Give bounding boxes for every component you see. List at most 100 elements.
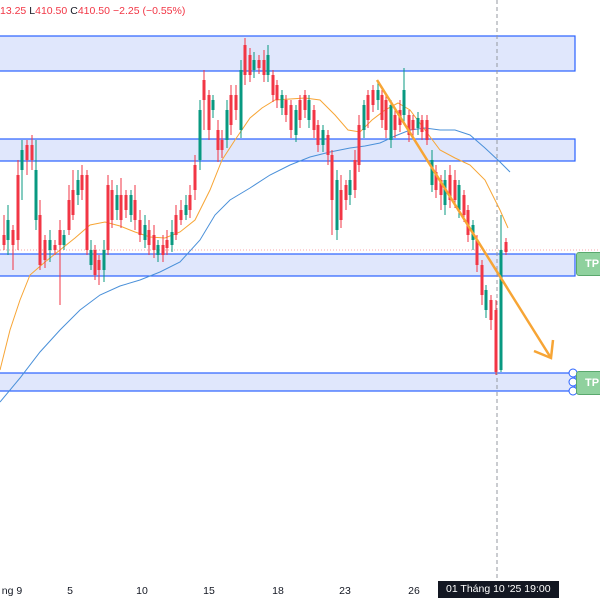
candle-body — [402, 90, 406, 115]
candle-body — [165, 240, 169, 248]
candle-body — [499, 250, 503, 370]
resistance-zone-top[interactable] — [0, 35, 576, 72]
candle-body — [20, 150, 24, 170]
candle-body — [443, 180, 447, 205]
candle-body — [307, 100, 311, 120]
ohlc-high-value: 13.25 — [0, 5, 27, 17]
candle-body — [271, 75, 275, 95]
candle-body — [344, 185, 348, 200]
candle-body — [97, 260, 101, 270]
tp2-badge[interactable]: TP — [576, 371, 600, 395]
support-zone-tp1[interactable] — [0, 253, 576, 277]
candle-body — [362, 105, 366, 130]
ohlc-close-value: 410.50 — [77, 5, 110, 17]
candle-body — [174, 215, 178, 235]
time-tick: 26 — [408, 585, 420, 597]
candles-group — [2, 38, 508, 375]
candle-body — [93, 250, 97, 275]
candle-body — [198, 110, 202, 160]
candle-body — [411, 120, 415, 130]
candle-body — [266, 55, 270, 75]
candle-body — [371, 90, 375, 105]
candle-body — [229, 95, 233, 125]
candle-body — [262, 60, 266, 75]
time-tick: 5 — [67, 585, 73, 597]
candle-body — [480, 265, 484, 295]
tp1-badge[interactable]: TP — [576, 252, 600, 276]
time-tick: 10 — [136, 585, 148, 597]
candle-body — [357, 125, 361, 165]
candle-body — [43, 240, 47, 260]
candle-body — [89, 250, 93, 265]
candle-body — [434, 172, 438, 190]
time-tick: ng 9 — [1, 585, 23, 597]
candle-body — [170, 232, 174, 245]
candle-body — [16, 175, 20, 240]
candle-body — [193, 165, 197, 190]
candle-body — [234, 95, 238, 110]
candle-body — [326, 135, 330, 155]
candle-body — [30, 145, 34, 160]
candle-body — [303, 95, 307, 110]
candle-body — [330, 155, 334, 200]
candle-body — [11, 230, 15, 245]
candle-body — [280, 95, 284, 108]
candle-body — [207, 95, 211, 130]
candle-body — [220, 140, 224, 150]
downtrend-arrow[interactable] — [375, 79, 553, 359]
candle-body — [115, 195, 119, 210]
ohlc-low-value: 410.50 — [35, 5, 68, 17]
candle-body — [248, 55, 252, 75]
candle-body — [71, 190, 75, 215]
candle-body — [38, 215, 42, 265]
candle-body — [25, 145, 29, 160]
candle-body — [489, 300, 493, 320]
candle-body — [133, 200, 137, 220]
crosshair-time-label: 01 Tháng 10 '25 19:00 — [438, 581, 559, 598]
chart-area[interactable]: 13.25 L410.50 C410.50 −2.25 (−0.55%) TP TP — [0, 0, 600, 578]
candle-body — [294, 110, 298, 135]
candle-body — [430, 160, 434, 185]
candle-body — [335, 180, 339, 230]
candle-body — [243, 45, 247, 75]
candle-body — [439, 180, 443, 195]
candlestick-chart[interactable] — [0, 0, 600, 578]
candle-body — [152, 235, 156, 250]
time-tick: 23 — [339, 585, 351, 597]
candle-body — [466, 210, 470, 235]
candle-body — [129, 195, 133, 215]
candle-body — [48, 240, 52, 250]
candle-body — [484, 290, 488, 310]
ohlc-low-label: L — [29, 5, 36, 17]
support-zone-tp2[interactable] — [0, 372, 576, 392]
time-axis[interactable]: ng 9 5 10 15 18 23 26 01 Tháng 10 '25 19… — [0, 578, 600, 600]
ohlc-legend: 13.25 L410.50 C410.50 −2.25 (−0.55%) — [0, 5, 188, 17]
candle-body — [384, 100, 388, 130]
candle-body — [188, 195, 192, 210]
candle-body — [366, 95, 370, 120]
candle-body — [67, 200, 71, 230]
candle-body — [53, 245, 57, 250]
time-tick: 15 — [203, 585, 215, 597]
candle-body — [161, 245, 165, 255]
candle-body — [494, 310, 498, 372]
time-tick: 18 — [272, 585, 284, 597]
candle-body — [110, 190, 114, 220]
resistance-zone-middle[interactable] — [0, 138, 576, 162]
candle-body — [252, 60, 256, 70]
candle-body — [138, 220, 142, 235]
candle-body — [312, 110, 316, 130]
candle-body — [316, 125, 320, 145]
candle-body — [321, 130, 325, 145]
candle-body — [106, 185, 110, 250]
candle-body — [156, 245, 160, 255]
candle-body — [119, 195, 123, 220]
candle-body — [289, 105, 293, 130]
candle-body — [353, 160, 357, 190]
candle-body — [239, 70, 243, 130]
candle-body — [448, 175, 452, 200]
ohlc-change: −2.25 (−0.55%) — [112, 5, 186, 17]
candle-body — [462, 195, 466, 215]
candle-body — [124, 195, 128, 210]
downtrend-arrow-head — [533, 339, 555, 360]
